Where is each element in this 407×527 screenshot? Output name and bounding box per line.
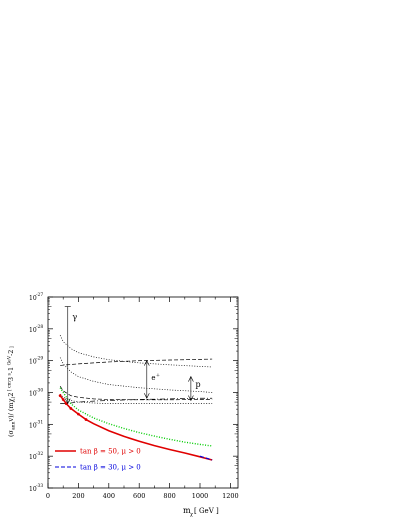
arrow-label-sup-1: + (156, 372, 160, 378)
limit-curve-5 (59, 393, 213, 404)
legend-label-0: tan β = 50, μ > 0 (80, 448, 141, 456)
x-tick-label: 200 (72, 492, 84, 500)
x-axis-label-unit: [ GeV ] (194, 507, 219, 515)
arrow-head (64, 398, 71, 405)
y-tick-label: 10 -32 (29, 451, 43, 461)
y-tick-exponent: -27 (36, 292, 43, 298)
arrow-head (144, 359, 150, 366)
series-line-2 (59, 387, 213, 447)
y-axis-label-part: (σ (7, 429, 15, 437)
series-point (84, 418, 88, 421)
y-tick-base: 10 (29, 454, 37, 461)
y-tick-base: 10 (29, 391, 37, 398)
y-axis-label-part: 3 (7, 377, 15, 381)
limit-curve-p (60, 397, 213, 404)
x-tick-label: 0 (46, 492, 50, 500)
y-axis-label-part: ) (10, 396, 17, 398)
y-tick-exponent: -32 (36, 451, 43, 457)
arrow-label-2: p (195, 380, 200, 389)
series-point (77, 412, 80, 416)
series-point (69, 407, 73, 410)
y-tick-base: 10 (29, 327, 37, 334)
y-axis-label-part: -1 (7, 367, 15, 373)
limit-curve-eplus (59, 357, 213, 393)
x-axis-label-main: m (183, 506, 191, 515)
y-tick-base: 10 (29, 295, 37, 302)
y-tick-label: 10 -28 (29, 324, 43, 334)
y-tick-exponent: -28 (36, 324, 43, 330)
y-axis-label-part: ] (9, 346, 15, 349)
y-axis-label-part: s (8, 373, 13, 377)
y-tick-exponent: -30 (36, 388, 43, 394)
y-tick-label: 10 -33 (29, 483, 43, 493)
x-tick-label: 1200 (222, 492, 239, 500)
y-axis-label-part: -2 (7, 350, 15, 356)
y-tick-exponent: -33 (36, 483, 43, 489)
arrow-head (144, 393, 150, 399)
y-tick-base: 10 (29, 422, 37, 429)
y-axis-label-part: [ cm (7, 380, 13, 392)
x-axis-label-sub: χ (190, 512, 193, 518)
y-axis-label-part: GeV (7, 355, 13, 367)
series-point (61, 398, 65, 401)
y-tick-label: 10 -29 (29, 356, 43, 366)
series-line-0 (59, 395, 213, 461)
series-point (64, 402, 68, 406)
y-tick-label: 10 -31 (29, 419, 43, 429)
y-tick-base: 10 (29, 359, 37, 366)
y-tick-base: 10 (29, 486, 37, 493)
arrow-label-0: γ (72, 312, 77, 321)
limit-curve-γ (59, 335, 213, 368)
y-axis-label-part: v)/ (m (7, 402, 15, 422)
arrow-label-1: e (151, 374, 155, 382)
y-tick-label: 10 -30 (29, 388, 43, 398)
limit-curve-3 (59, 385, 213, 401)
y-axis-label-part: 2 (7, 393, 15, 397)
arrow-head (188, 395, 194, 402)
x-tick-label: 1000 (192, 492, 209, 500)
arrow-head (188, 375, 194, 382)
x-tick-label: 400 (103, 492, 115, 500)
y-tick-exponent: -31 (36, 419, 43, 425)
y-axis-label-part: ann (12, 421, 17, 430)
x-tick-label: 600 (133, 492, 145, 500)
y-axis-label: (σannv)/ (mχ)2 [ cm3 s-1 GeV-2 ] (7, 346, 17, 437)
x-tick-label: 800 (163, 492, 175, 500)
limit-curve-1 (60, 358, 213, 366)
legend-label-1: tan β = 30, μ > 0 (80, 464, 141, 472)
y-tick-exponent: -29 (36, 356, 43, 362)
y-axis-label-text: (σannv)/ (mχ)2 [ cm3 s-1 GeV-2 ] (7, 346, 17, 437)
series-point (58, 394, 62, 398)
y-tick-label: 10 -27 (29, 292, 43, 302)
y-axis-label-part: χ (7, 398, 15, 402)
series-line-1 (199, 455, 213, 461)
